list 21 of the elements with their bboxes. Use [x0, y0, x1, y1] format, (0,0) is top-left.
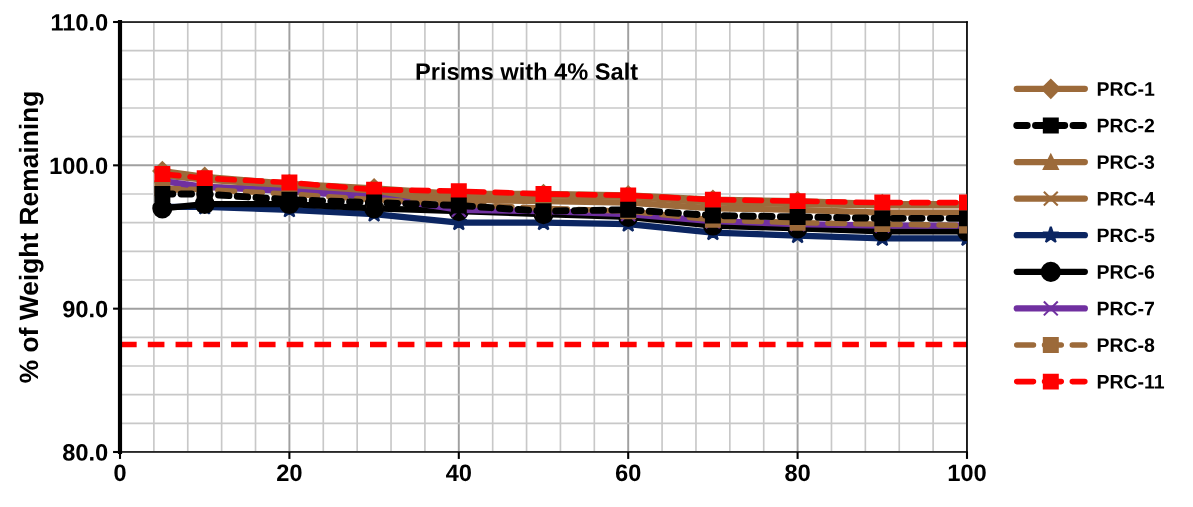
- y-axis-title: % of Weight Remaining: [18, 92, 44, 383]
- x-tick-label: 0: [114, 464, 126, 482]
- legend-label: PRC-7: [1097, 301, 1154, 316]
- text: Prisms with 4% Salt: [416, 62, 638, 80]
- legend-label: PRC-6: [1097, 265, 1155, 279]
- y-tick-label: 100.0: [50, 157, 108, 175]
- legend-label: PRC-8: [1097, 338, 1155, 353]
- legend-label: PRC-5: [1097, 228, 1155, 243]
- legend-label: PRC-4: [1097, 191, 1155, 206]
- y-tick-label: 90.0: [63, 300, 108, 318]
- x-tick-label: 40: [446, 464, 471, 482]
- legend-label: PRC-2: [1097, 118, 1155, 133]
- x-tick-label: 20: [277, 464, 302, 482]
- legend-label: PRC-11: [1097, 374, 1165, 389]
- x-tick-label: 100: [948, 464, 986, 482]
- x-tick-label: 60: [615, 464, 641, 482]
- y-tick-label: 80.0: [62, 444, 108, 461]
- x-tick-label: 80: [785, 464, 810, 482]
- legend-label: PRC-1: [1097, 82, 1155, 96]
- legend-label: PRC-3: [1097, 155, 1155, 170]
- y-tick-label: 110.0: [51, 14, 108, 31]
